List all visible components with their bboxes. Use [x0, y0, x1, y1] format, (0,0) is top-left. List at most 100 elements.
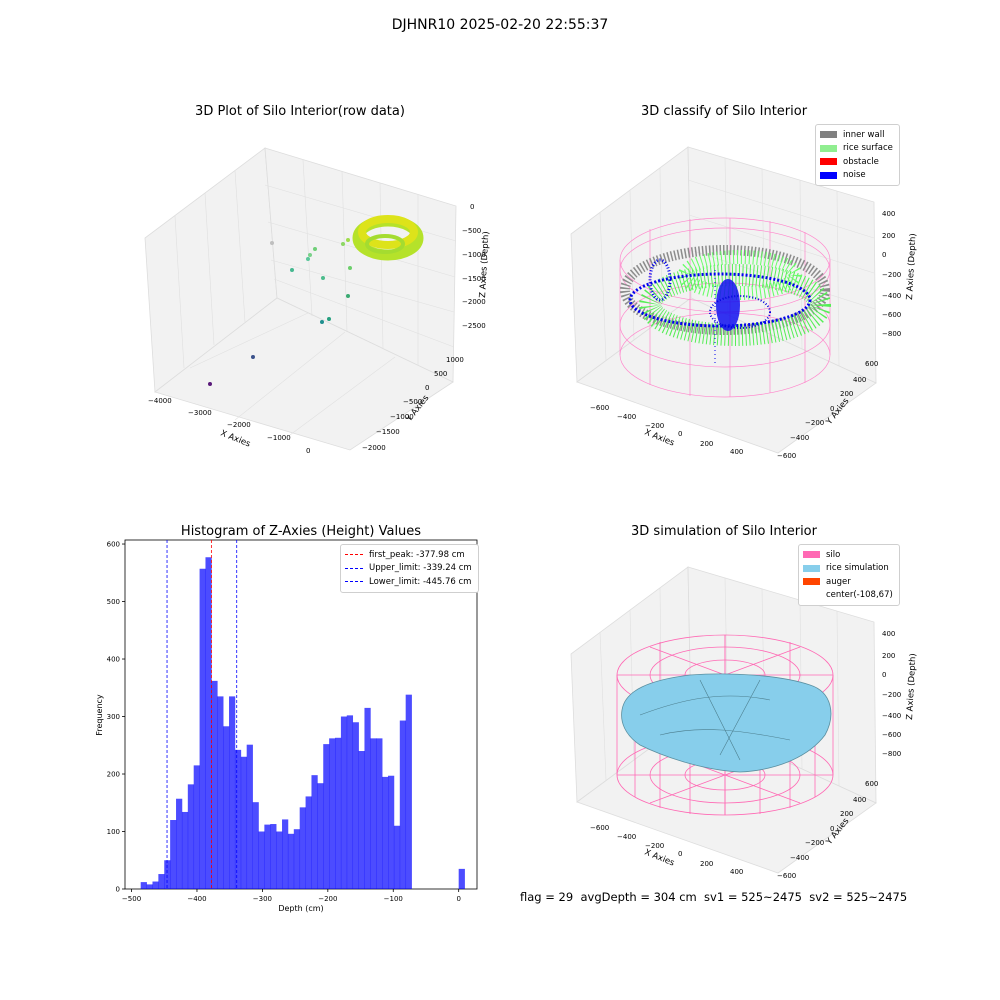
legend-item-first-peak: first_peak: -377.98 cm	[345, 548, 472, 562]
simulation-legend: silo rice simulation auger center(-108,6…	[798, 544, 900, 606]
legend-label: rice surface	[843, 143, 893, 154]
raw-y-tick: −1500	[376, 428, 400, 436]
histogram-y-axis-label: Frequency	[95, 694, 104, 736]
simulation-rice-surface	[621, 673, 832, 773]
legend-swatch	[803, 564, 820, 572]
histogram-y-tick-label: 300	[107, 713, 120, 721]
legend-swatch	[820, 171, 837, 179]
raw-z-tick: −2500	[462, 322, 486, 330]
histogram-bar	[158, 874, 165, 889]
legend-item-noise: noise	[820, 169, 893, 183]
sim-x-tick: 200	[700, 860, 713, 868]
raw-z-tick: −1500	[462, 275, 486, 283]
classify-x-tick: −600	[590, 404, 609, 412]
histogram-y-tick-label: 0	[116, 886, 120, 894]
histogram-bar	[152, 881, 159, 889]
raw-3d-plot: −4000 −3000 −2000 −1000 0 1000 500 0 −50…	[144, 147, 491, 455]
sim-z-tick: −600	[882, 731, 901, 739]
histogram-bar	[287, 833, 295, 889]
classify-x-tick: −200	[645, 422, 664, 430]
histogram-bar	[181, 811, 189, 889]
histogram-bar	[405, 694, 412, 889]
histogram-bar	[388, 775, 395, 889]
sim-y-tick: 600	[865, 780, 878, 788]
raw-y-tick: 0	[425, 384, 429, 392]
raw-x-tick: 0	[306, 447, 310, 455]
sim-z-tick: 0	[882, 671, 886, 679]
classify-y-tick: 0	[830, 405, 834, 413]
histogram-bar	[211, 680, 218, 889]
histogram-x-axis-label: Depth (cm)	[278, 904, 323, 913]
legend-swatch	[803, 578, 820, 586]
raw-y-tick: −500	[403, 398, 422, 406]
legend-line	[345, 581, 363, 583]
figure-title: DJHNR10 2025-02-20 22:55:37	[391, 17, 609, 33]
legend-line	[345, 554, 363, 556]
classify-z-tick: −800	[882, 330, 901, 338]
sim-y-tick: −200	[805, 839, 824, 847]
histogram-x-tick-label: −300	[253, 895, 272, 903]
classify-z-axis-label: Z Axies (Depth)	[905, 233, 918, 300]
raw-x-tick: −3000	[188, 409, 212, 417]
histogram-bar	[358, 751, 365, 889]
legend-label: center(-108,67)	[826, 590, 893, 601]
status-footer: flag = 29 avgDepth = 304 cm sv1 = 525~24…	[520, 890, 908, 904]
histogram-bar	[217, 696, 224, 889]
histogram-bar	[193, 765, 200, 889]
histogram-bar	[340, 716, 348, 889]
classify-x-tick: −400	[617, 413, 636, 421]
histogram-y-tick-label: 500	[107, 598, 120, 606]
classify-3d-plot: −600 −400 −200 0 200 400 600 400 200 0 −…	[570, 146, 918, 460]
histogram-y-tick-label: 100	[107, 828, 120, 836]
sim-y-tick: −400	[790, 854, 809, 862]
sim-y-tick: −600	[777, 872, 796, 880]
classify-y-tick: 600	[865, 360, 878, 368]
sim-x-tick: −600	[590, 824, 609, 832]
histogram-bars	[140, 557, 465, 889]
legend-item-rice-surface: rice surface	[820, 142, 893, 156]
raw-3d-rice-cluster	[352, 215, 424, 261]
classify-3d-axes-box	[570, 146, 877, 454]
histogram-bar	[329, 738, 336, 889]
legend-item-rice-simulation: rice simulation	[803, 562, 893, 576]
legend-item-center: center(-108,67)	[803, 589, 893, 603]
histogram-ticks: −500 −400 −300 −200 −100 0 0 100 200 300 400 500 600	[107, 541, 461, 903]
simulation-3d-plot: −600 −400 −200 0 200 400 600 400 200 0 −…	[570, 566, 918, 880]
classify-x-axis-label: X Axies	[643, 428, 676, 449]
legend-swatch	[820, 158, 837, 166]
legend-label: silo	[826, 549, 841, 560]
sim-z-tick: −200	[882, 691, 901, 699]
sim-y-tick: 0	[830, 825, 834, 833]
histogram-bar	[240, 756, 248, 889]
raw-plot-title: 3D Plot of Silo Interior(row data)	[195, 104, 405, 119]
histogram-bar	[393, 825, 401, 889]
classify-y-tick: −600	[777, 452, 796, 460]
simulation-x-axis-label: X Axies	[643, 848, 676, 869]
histogram-bar	[364, 707, 371, 889]
legend-label: Upper_limit: -339.24 cm	[369, 563, 472, 574]
sim-y-tick: 400	[853, 796, 866, 804]
histogram-bar	[205, 557, 212, 889]
histogram-bar	[282, 819, 289, 889]
histogram-bar	[176, 798, 183, 889]
sim-y-tick: 200	[840, 810, 853, 818]
histogram-bar	[246, 744, 253, 889]
histogram-x-tick-label: −200	[318, 895, 337, 903]
histogram-bar	[146, 884, 153, 889]
raw-z-tick: −500	[462, 227, 481, 235]
simulation-plot-title: 3D simulation of Silo Interior	[631, 524, 817, 539]
sim-x-tick: 400	[730, 868, 743, 876]
histogram-bar	[370, 738, 377, 889]
histogram-bar	[140, 882, 147, 889]
histogram-bar	[293, 829, 301, 889]
classify-z-tick: −600	[882, 311, 901, 319]
histogram-bar	[229, 696, 236, 889]
classify-inner-wall	[620, 245, 830, 335]
classify-plot-title: 3D classify of Silo Interior	[640, 104, 808, 119]
legend-label: inner wall	[843, 129, 885, 140]
classify-x-tick: 0	[678, 430, 682, 438]
legend-swatch	[803, 551, 820, 559]
classify-z-tick: 200	[882, 232, 895, 240]
raw-x-tick: −1000	[267, 434, 291, 442]
histogram-bar	[223, 726, 230, 889]
